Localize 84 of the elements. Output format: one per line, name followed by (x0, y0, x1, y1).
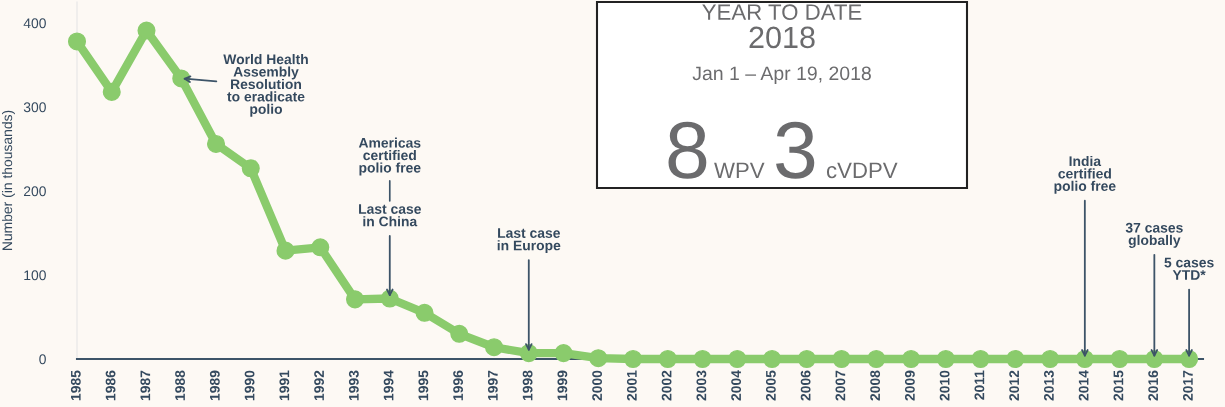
x-tick-label: 1985 (70, 370, 81, 401)
x-tick-label: 2006 (800, 370, 811, 401)
point (554, 344, 573, 363)
annotation: WPV (714, 162, 765, 178)
point (485, 338, 504, 357)
x-tick-label: 1996 (453, 370, 464, 401)
x-tick-label: 1993 (348, 370, 359, 401)
x-tick-label: 2011 (974, 370, 985, 400)
x-tick-label: 2012 (1009, 370, 1020, 401)
point (276, 241, 295, 260)
point (450, 324, 469, 343)
annotation: 37 cases globally (1125, 222, 1183, 248)
x-tick-label: 1988 (175, 370, 185, 401)
annotation: India certified polio free (1054, 155, 1116, 194)
point (519, 344, 538, 363)
x-tick-label: 2004 (731, 370, 742, 401)
x-tick-label: 2005 (765, 370, 776, 401)
point (624, 349, 643, 369)
point (241, 159, 260, 178)
point (658, 349, 677, 369)
point (345, 290, 365, 309)
x-tick-label: 2007 (835, 370, 846, 401)
annotation: Last case in China (359, 204, 421, 227)
point (311, 238, 330, 257)
y-tick-label: 100 (24, 270, 46, 281)
point (728, 349, 747, 369)
x-tick-label: 2014 (1078, 370, 1089, 401)
annotation: 3 (776, 121, 815, 179)
point (832, 349, 851, 369)
annotation: 2018 (749, 26, 815, 49)
annotation: Americas certified polio free (358, 137, 421, 176)
x-tick-label: 2016 (1148, 370, 1159, 401)
y-tick-label: 400 (23, 18, 46, 29)
x-tick-label: 1986 (105, 370, 116, 401)
point (797, 349, 816, 369)
x-tick-label: 1989 (209, 370, 220, 401)
x-tick-label: 2015 (1113, 370, 1124, 401)
x-tick-label: 1990 (244, 370, 255, 401)
x-tick-label: 1998 (522, 370, 533, 401)
x-tick-label: 1994 (383, 370, 394, 401)
point (936, 349, 955, 369)
x-tick-label: 2000 (592, 370, 603, 401)
y-tick-label: 300 (23, 102, 46, 113)
point (763, 349, 782, 369)
annotation: cVDPV (826, 162, 898, 179)
point (1180, 349, 1199, 369)
point (902, 349, 921, 369)
x-tick-label: 2001 (626, 370, 637, 401)
point (589, 349, 608, 368)
annotation: Jan 1 – Apr 19, 2018 (692, 66, 871, 85)
annotation: Last case in Europe (497, 228, 561, 254)
point (102, 82, 121, 101)
x-tick-label: 2010 (939, 370, 950, 401)
x-tick-label: 1995 (418, 370, 429, 401)
point (1110, 349, 1129, 369)
y-axis-title: Number (in thousands) (1, 110, 15, 250)
point (1145, 349, 1164, 369)
x-tick-label: 2013 (1043, 370, 1054, 401)
point (1075, 349, 1094, 369)
point (693, 349, 712, 369)
point (1041, 349, 1060, 369)
y-tick-label: 0 (39, 354, 46, 365)
annotation: 5 cases YTD* (1164, 257, 1214, 280)
point (1006, 349, 1025, 369)
x-tick-label: 2003 (696, 370, 707, 401)
point (137, 21, 156, 40)
annotation: 8 (668, 121, 707, 179)
y-tick-label: 200 (23, 186, 46, 197)
x-tick-label: 2009 (904, 370, 915, 401)
x-tick-label: 1997 (487, 370, 498, 401)
point (971, 349, 990, 369)
annotation: YEAR TO DATE (702, 4, 862, 20)
x-tick-label: 2002 (661, 370, 672, 401)
point (867, 349, 886, 369)
point (67, 32, 87, 51)
x-tick-label: 2008 (870, 370, 881, 401)
x-tick-label: 2017 (1182, 370, 1193, 401)
x-tick-label: 1999 (557, 370, 568, 401)
annotation: World Health Assembly Resolution to eradicate polio (223, 54, 308, 117)
x-tick-label: 1987 (140, 370, 151, 401)
x-tick-label: 1992 (314, 370, 324, 401)
x-tick-label: 1991 (279, 370, 290, 401)
point (206, 134, 226, 153)
point (415, 303, 434, 322)
